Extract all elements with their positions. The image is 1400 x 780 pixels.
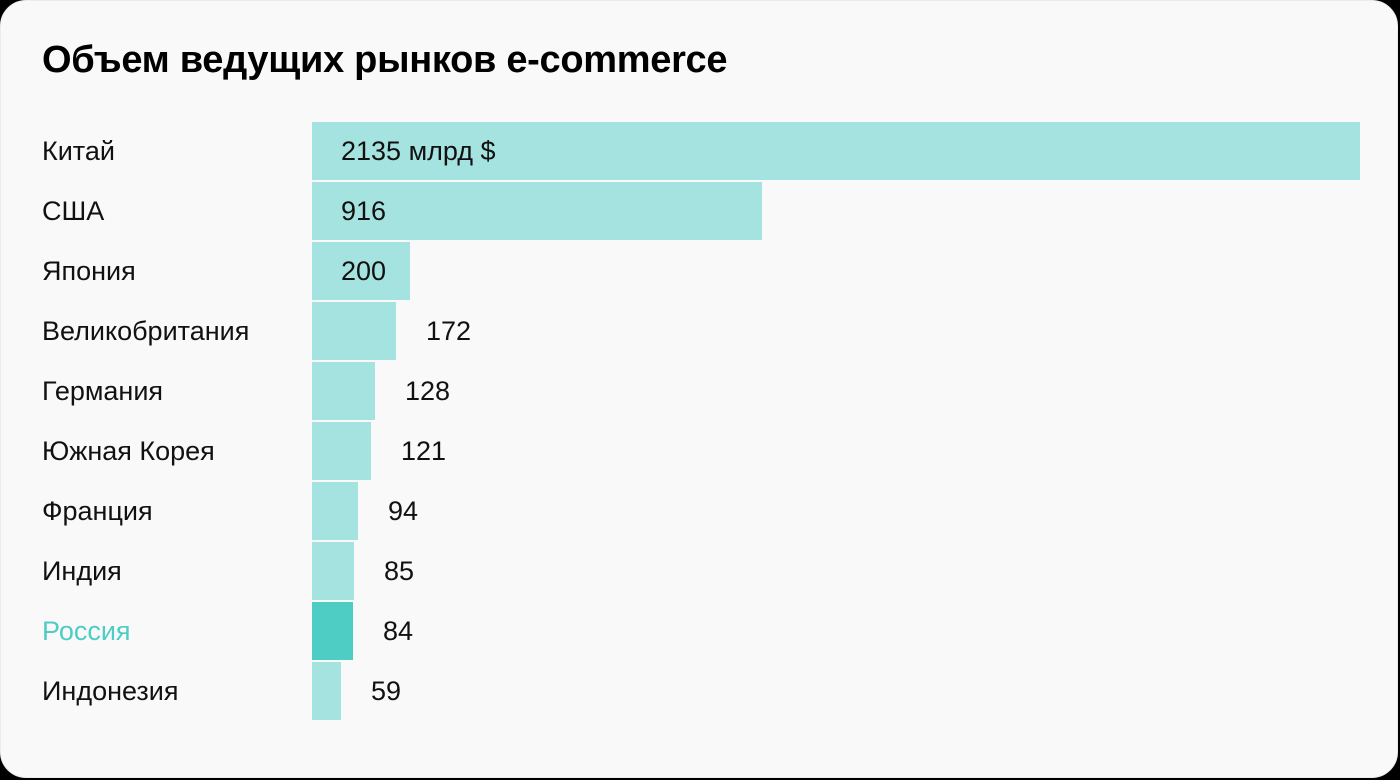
value-label: 2135 млрд $ <box>341 136 496 166</box>
category-label: Индонезия <box>42 676 179 706</box>
bar <box>312 182 762 240</box>
category-label: Индия <box>42 556 122 586</box>
value-label: 128 <box>405 376 451 406</box>
bar-row: Великобритания 172 <box>1 301 1399 361</box>
bar <box>312 662 341 720</box>
bar <box>312 242 410 300</box>
value-label: 916 <box>341 196 387 226</box>
value-label: 121 <box>401 436 447 466</box>
bar-row: Китай 2135 млрд $ <box>1 121 1399 181</box>
category-label: Франция <box>42 496 153 526</box>
category-label: Великобритания <box>42 316 250 346</box>
bar <box>312 422 371 480</box>
bar-row: Индонезия 59 <box>1 661 1399 721</box>
bar <box>312 122 1360 180</box>
bar <box>312 302 396 360</box>
category-label: Германия <box>42 376 164 406</box>
chart-title: Объем ведущих рынков e-commerce <box>42 39 728 81</box>
bar-row: Южная Корея 121 <box>1 421 1399 481</box>
bar-row: Россия 84 <box>1 601 1399 661</box>
value-label: 94 <box>388 496 419 526</box>
value-label: 172 <box>426 316 472 346</box>
bar <box>312 362 375 420</box>
value-label: 59 <box>371 676 402 706</box>
category-label: Япония <box>42 256 136 286</box>
value-label: 84 <box>383 616 414 646</box>
category-label: Россия <box>42 616 131 646</box>
category-label: Южная Корея <box>42 436 215 466</box>
bar <box>312 482 358 540</box>
value-label: 200 <box>341 256 387 286</box>
category-label: США <box>42 196 105 226</box>
bar-row: Франция 94 <box>1 481 1399 541</box>
bar-row: Индия 85 <box>1 541 1399 601</box>
bar-row: Германия 128 <box>1 361 1399 421</box>
bar <box>312 602 353 660</box>
bar-row: Япония 200 <box>1 241 1399 301</box>
bar <box>312 542 354 600</box>
bar-row: США 916 <box>1 181 1399 241</box>
value-label: 85 <box>384 556 415 586</box>
category-label: Китай <box>42 136 115 166</box>
